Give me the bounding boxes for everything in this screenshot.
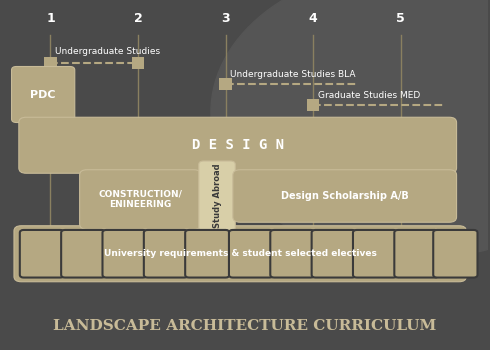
Text: Study Abroad: Study Abroad	[213, 164, 221, 228]
FancyBboxPatch shape	[394, 230, 439, 278]
FancyBboxPatch shape	[199, 161, 235, 231]
FancyBboxPatch shape	[14, 226, 466, 282]
Text: PDC: PDC	[30, 90, 56, 99]
FancyBboxPatch shape	[12, 66, 75, 122]
Text: 3: 3	[221, 12, 230, 24]
FancyBboxPatch shape	[307, 99, 319, 111]
FancyBboxPatch shape	[132, 57, 145, 69]
FancyBboxPatch shape	[44, 57, 57, 69]
Text: Undergraduate Studies: Undergraduate Studies	[55, 47, 160, 56]
Text: 5: 5	[396, 12, 405, 24]
Text: 2: 2	[134, 12, 143, 24]
FancyBboxPatch shape	[433, 230, 477, 278]
Text: Graduate Studies MED: Graduate Studies MED	[318, 91, 420, 100]
FancyBboxPatch shape	[19, 117, 457, 173]
FancyBboxPatch shape	[80, 170, 201, 229]
Text: 4: 4	[309, 12, 318, 24]
FancyBboxPatch shape	[229, 230, 273, 278]
FancyBboxPatch shape	[233, 170, 457, 222]
FancyBboxPatch shape	[312, 230, 356, 278]
FancyBboxPatch shape	[144, 230, 188, 278]
Text: CONSTRUCTION/
ENINEERING: CONSTRUCTION/ ENINEERING	[98, 190, 182, 209]
Circle shape	[211, 0, 490, 259]
FancyBboxPatch shape	[102, 230, 147, 278]
FancyBboxPatch shape	[185, 230, 229, 278]
Text: LANDSCAPE ARCHITECTURE CURRICULUM: LANDSCAPE ARCHITECTURE CURRICULUM	[53, 318, 437, 332]
Text: D E S I G N: D E S I G N	[192, 138, 284, 152]
Text: 1: 1	[46, 12, 55, 24]
Text: Design Scholarship A/B: Design Scholarship A/B	[281, 191, 409, 201]
Text: Undergraduate Studies BLA: Undergraduate Studies BLA	[230, 70, 356, 79]
FancyBboxPatch shape	[61, 230, 105, 278]
Text: University requirements & student selected electives: University requirements & student select…	[104, 249, 377, 258]
FancyBboxPatch shape	[20, 230, 64, 278]
FancyBboxPatch shape	[353, 230, 397, 278]
FancyBboxPatch shape	[219, 78, 232, 90]
FancyBboxPatch shape	[270, 230, 315, 278]
